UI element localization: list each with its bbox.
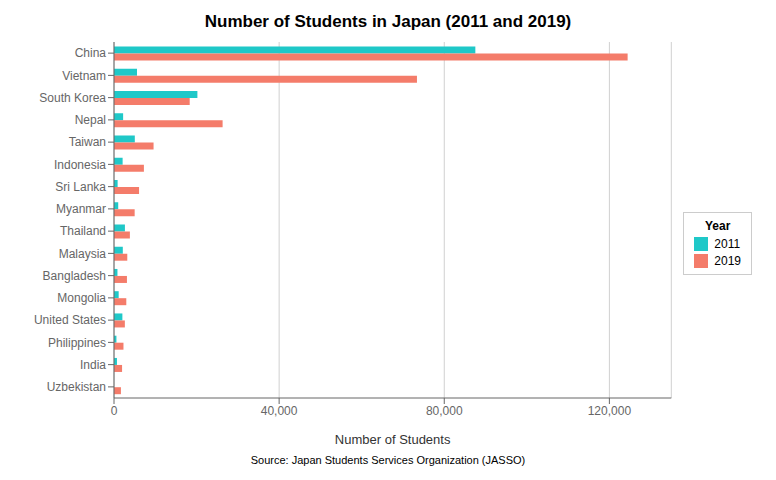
html-text:Number of Students in Japan (2: Number of Students in Japan (2011 and 20… <box>204 12 572 31</box>
svg-text:Nepal: Nepal <box>75 113 106 127</box>
svg-text:40,000: 40,000 <box>261 404 298 418</box>
svg-text:Sri Lanka: Sri Lanka <box>55 180 106 194</box>
svg-text:0: 0 <box>111 404 118 418</box>
svg-text:Vietnam: Vietnam <box>62 69 106 83</box>
svg-text:Philippines: Philippines <box>48 336 106 350</box>
svg-text:Uzbekistan: Uzbekistan <box>47 380 106 394</box>
svg-text:Taiwan: Taiwan <box>69 135 106 149</box>
html-text:Source: Japan Students Service: Source: Japan Students Services Organiza… <box>250 454 526 466</box>
svg-text:120,000: 120,000 <box>588 404 632 418</box>
svg-text:Indonesia: Indonesia <box>54 158 106 172</box>
html-text:Year: Year <box>705 218 731 233</box>
html-text:2011: 2011 <box>714 236 741 251</box>
svg-text:South Korea: South Korea <box>39 91 106 105</box>
svg-text:China: China <box>75 46 107 60</box>
svg-text:80,000: 80,000 <box>426 404 463 418</box>
svg-text:Mongolia: Mongolia <box>57 291 106 305</box>
svg-text:United States: United States <box>34 313 106 327</box>
html-text:2019: 2019 <box>714 253 741 268</box>
svg-text:Myanmar: Myanmar <box>56 202 106 216</box>
svg-text:Thailand: Thailand <box>60 224 106 238</box>
svg-text:India: India <box>80 358 106 372</box>
svg-text:Bangladesh: Bangladesh <box>43 269 106 283</box>
svg-text:Number of Students: Number of Students <box>335 432 451 447</box>
svg-text:Malaysia: Malaysia <box>59 247 107 261</box>
